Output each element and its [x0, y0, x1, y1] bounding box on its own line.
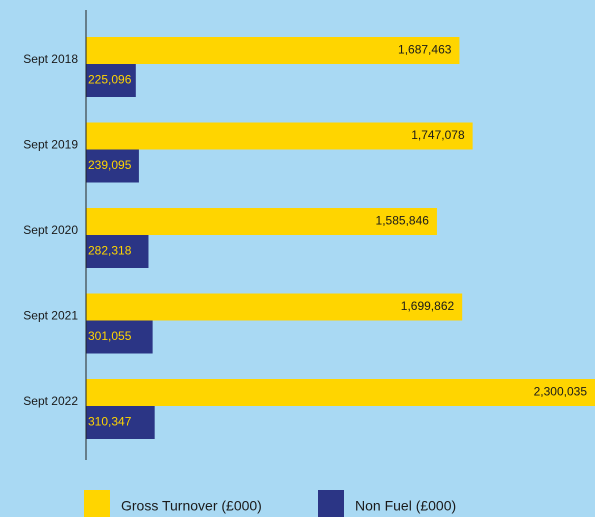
bar — [86, 149, 139, 183]
y-tick-label: Sept 2022 — [23, 394, 78, 408]
legend-label: Non Fuel (£000) — [355, 498, 456, 514]
value-label: 1,699,862 — [401, 299, 455, 313]
value-label: 1,747,078 — [411, 128, 465, 142]
y-tick-label: Sept 2021 — [23, 309, 78, 323]
value-label: 1,585,846 — [376, 214, 430, 228]
value-label: 239,095 — [88, 158, 132, 172]
bar — [86, 320, 153, 354]
bar — [86, 37, 460, 64]
y-tick-label: Sept 2020 — [23, 223, 78, 237]
bar — [86, 293, 463, 321]
bar — [86, 208, 437, 235]
y-tick-label: Sept 2019 — [23, 138, 78, 152]
y-tick-label: Sept 2018 — [23, 52, 78, 66]
bar — [86, 235, 149, 268]
value-label: 1,687,463 — [398, 43, 452, 57]
legend-label: Gross Turnover (£000) — [121, 498, 262, 514]
value-label: 225,096 — [88, 73, 132, 87]
bar — [86, 406, 155, 439]
value-label: 282,318 — [88, 244, 132, 258]
bar — [86, 379, 595, 406]
legend-swatch — [318, 490, 344, 517]
value-label: 310,347 — [88, 415, 132, 429]
value-label: 2,300,035 — [534, 385, 588, 399]
bar — [86, 122, 473, 150]
legend-swatch — [84, 490, 110, 517]
bar — [86, 64, 136, 97]
value-label: 301,055 — [88, 329, 132, 343]
